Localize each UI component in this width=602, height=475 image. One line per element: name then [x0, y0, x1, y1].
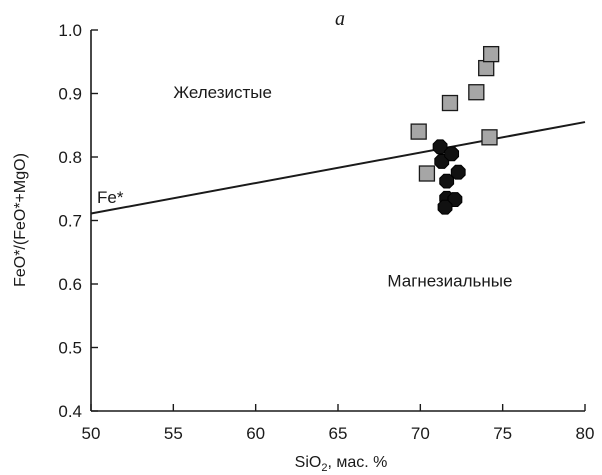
x-tick-label: 70: [411, 424, 430, 443]
fe-star-label: Fe*: [97, 188, 124, 207]
data-markers: [410, 45, 500, 215]
y-axis-title: FeO*/(FeO*+MgO): [12, 153, 29, 287]
region-label-ferroan: Железистые: [173, 83, 272, 102]
x-tick-label: 60: [246, 424, 265, 443]
square-marker: [468, 84, 485, 101]
axes: [90, 30, 585, 412]
x-tick-label: 55: [164, 424, 183, 443]
x-axis-title: SiO2, мас. %: [295, 454, 388, 474]
circle-marker: [450, 164, 466, 180]
region-labels: Железистые Магнезиальные: [173, 83, 512, 291]
y-ticks: 0.4 0.5 0.6 0.7 0.8 0.9 1.0: [58, 21, 98, 421]
region-label-magnesian: Магнезиальные: [387, 272, 512, 291]
square-marker: [478, 59, 495, 77]
y-tick-label: 0.4: [58, 402, 82, 421]
y-tick-label: 0.5: [58, 339, 82, 358]
x-tick-label: 75: [493, 424, 512, 443]
y-tick-label: 0.6: [58, 275, 82, 294]
y-tick-label: 0.9: [58, 85, 82, 104]
square-marker: [410, 123, 427, 140]
x-ticks: 50 55 60 65 70 75 80: [82, 404, 595, 443]
square-marker: [481, 129, 498, 146]
square-marker: [418, 165, 436, 182]
square-marker: [441, 94, 459, 112]
x-axis-title-rest: , мас. %: [327, 454, 387, 471]
x-axis-title-subscript: 2: [321, 462, 327, 474]
square-marker: [482, 45, 500, 63]
circle-marker: [437, 199, 453, 215]
circle-marker: [444, 146, 460, 162]
x-axis-title-main: SiO: [295, 454, 322, 471]
panel-label: a: [335, 8, 345, 30]
circle-marker: [447, 192, 463, 207]
circle-marker: [439, 173, 455, 189]
circle-marker: [432, 139, 448, 155]
x-tick-label: 80: [576, 424, 595, 443]
fe-star-boundary: Fe*: [90, 121, 586, 215]
y-tick-label: 1.0: [58, 21, 82, 40]
fe-star-boundary-line: [90, 121, 586, 215]
y-tick-label: 0.7: [58, 212, 82, 231]
x-tick-label: 65: [329, 424, 348, 443]
x-tick-label: 50: [82, 424, 101, 443]
y-tick-label: 0.8: [58, 148, 82, 167]
